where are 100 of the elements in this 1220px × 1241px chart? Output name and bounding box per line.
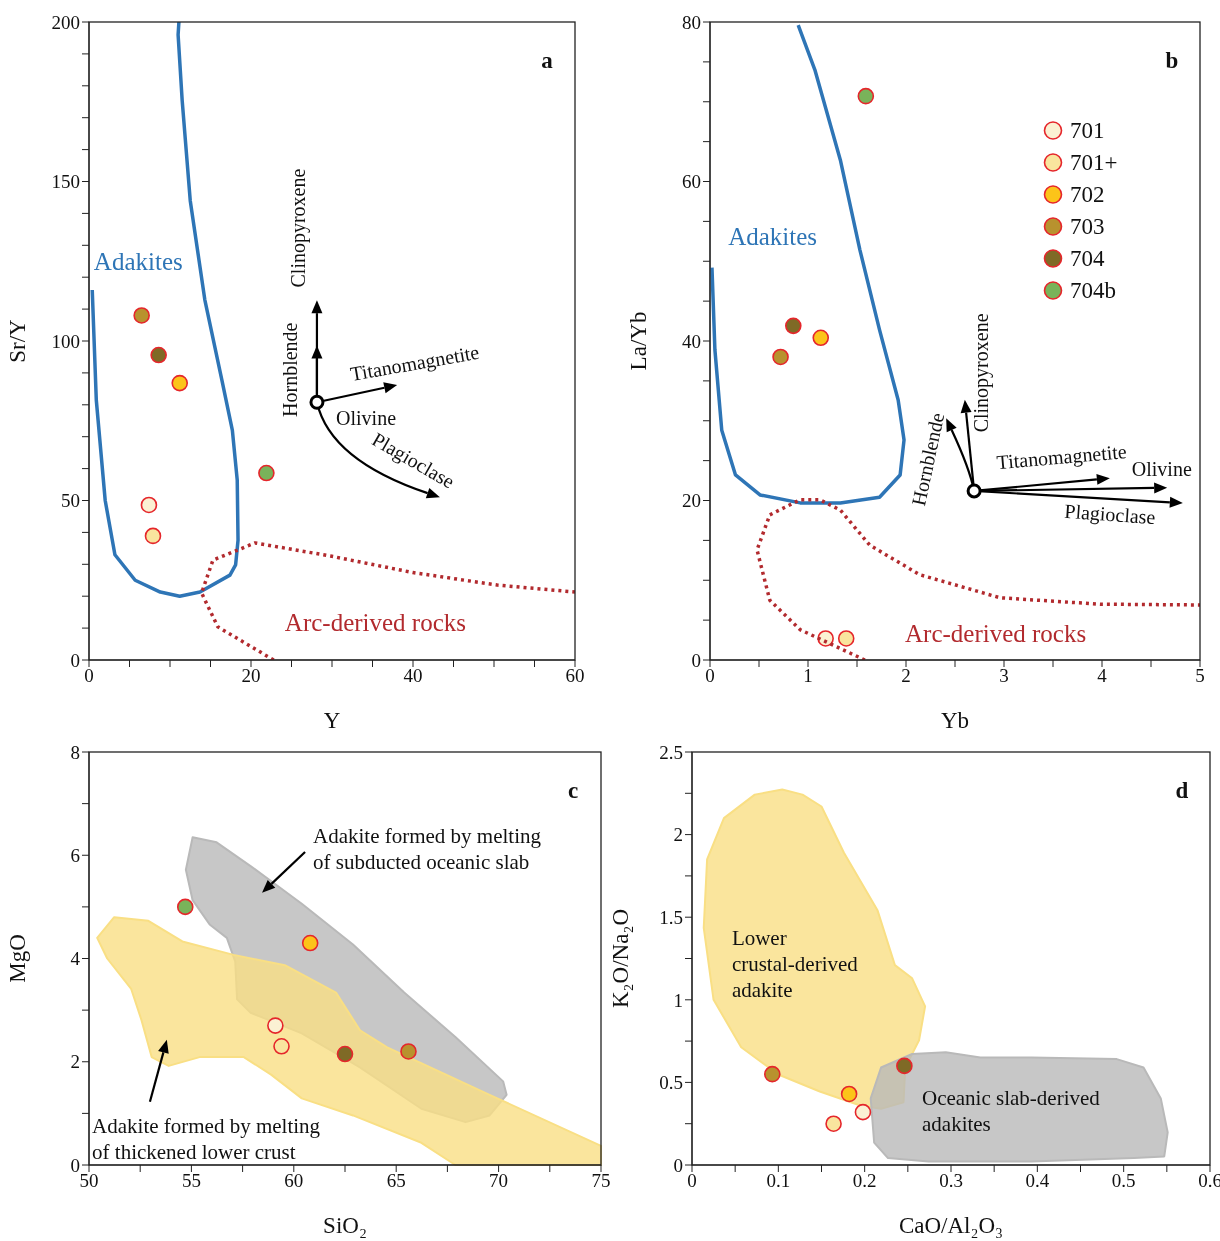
point [896, 1057, 913, 1075]
point [825, 1115, 842, 1132]
x-tick-label: 55 [181, 1170, 201, 1192]
x-tick-label: 0.2 [852, 1170, 877, 1192]
legend-label: 704b [1070, 278, 1116, 304]
y-tick-label: 200 [51, 11, 80, 33]
y-tick-label: 0 [673, 1154, 683, 1176]
series-label: Oceanic slab-derived adakites [921, 1086, 1101, 1137]
x-tick-label: 0 [705, 665, 715, 687]
point [785, 317, 802, 335]
text: a [541, 48, 554, 73]
x-axis-title: SiO₂ [323, 1213, 367, 1238]
point [763, 1065, 781, 1083]
x-tick-label: 75 [591, 1170, 611, 1192]
legend-label: 701+ [1070, 150, 1118, 176]
x-tick-label: 3 [999, 665, 1009, 687]
point [258, 464, 275, 482]
y-axis-title: K₂O/Na₂O [608, 908, 634, 1009]
annotation: Titanomagnetite [995, 439, 1128, 475]
x-tick-label: 5 [1195, 665, 1205, 687]
y-tick-label: 100 [51, 330, 80, 352]
line-series [199, 541, 575, 660]
x-axis-title: Y [323, 708, 341, 733]
series-label: Lower crustal-derived adakite [731, 925, 859, 1002]
y-tick-label: 2 [673, 824, 683, 846]
y-axis-title: MgO [5, 934, 31, 983]
y-tick-label: 150 [51, 171, 80, 193]
x-tick-label: 4 [1097, 665, 1108, 687]
legend-label: 703 [1070, 214, 1105, 240]
y-tick-label: 0.5 [659, 1072, 683, 1094]
x-tick-label: 2 [901, 665, 911, 687]
annotation: Olivine [336, 407, 397, 430]
series-label: Arc-derived rocks [284, 609, 467, 637]
x-tick-label: 60 [284, 1170, 304, 1192]
x-tick-label: 0 [84, 665, 94, 687]
x-axis-title: Yb [940, 708, 970, 733]
y-tick-label: 0 [691, 649, 701, 671]
point [267, 1017, 284, 1034]
point [400, 1043, 417, 1060]
y-axis-title: Sr/Y [5, 318, 31, 363]
y-tick-label: 1.5 [659, 906, 683, 928]
x-tick-label: 0.3 [939, 1170, 963, 1192]
x-tick-label: 65 [386, 1170, 406, 1192]
point [857, 87, 875, 105]
text: b [1165, 48, 1179, 73]
point [854, 1103, 872, 1121]
x-tick-label: 70 [489, 1170, 509, 1192]
point [176, 898, 194, 916]
x-tick-label: 0.5 [1111, 1170, 1136, 1192]
x-tick-label: 60 [565, 665, 585, 687]
point [301, 934, 319, 952]
x-tick-label: 1 [803, 665, 813, 687]
line-series [90, 22, 240, 598]
point [812, 329, 830, 347]
legend-label: 704 [1070, 246, 1105, 272]
series-label: Adakite formed by melting of thickened lower crust [92, 1113, 321, 1164]
x-tick-label: 40 [403, 665, 423, 687]
y-tick-label: 2.5 [659, 741, 683, 763]
annotation: Olivine [1131, 457, 1192, 480]
x-tick-label: 0.4 [1025, 1170, 1050, 1192]
x-tick-label: 20 [241, 665, 261, 687]
point [772, 348, 789, 366]
legend-label: 702 [1070, 182, 1105, 208]
y-tick-label: 1 [673, 989, 683, 1011]
point [171, 374, 189, 392]
annotation: Clinopyroxene [286, 168, 310, 288]
point [150, 346, 167, 364]
series-label: Adakites [728, 223, 818, 251]
x-axis-title: CaO/Al₂O₃ [898, 1213, 1004, 1238]
y-tick-label: 20 [682, 490, 701, 512]
point [840, 1085, 858, 1103]
x-tick-label: 0.1 [766, 1170, 791, 1192]
line-series [710, 23, 906, 505]
y-tick-label: 2 [70, 1051, 80, 1073]
y-tick-label: 4 [70, 948, 81, 970]
y-tick-label: 60 [682, 171, 701, 193]
point [140, 496, 158, 514]
y-tick-label: 0 [70, 649, 80, 671]
text: c [567, 778, 579, 803]
y-tick-label: 40 [682, 330, 701, 352]
y-tick-label: 50 [61, 490, 80, 512]
annotation: Hornblende [907, 410, 949, 508]
text: d [1175, 778, 1189, 803]
annotation: Plagioclase [1063, 499, 1157, 530]
y-tick-label: 8 [70, 741, 80, 763]
series-label: Arc-derived rocks [905, 620, 1087, 648]
annotation: Hornblende [278, 322, 301, 417]
y-tick-label: 80 [682, 11, 701, 33]
y-tick-label: 0 [70, 1154, 80, 1176]
point [837, 630, 855, 647]
point [144, 527, 162, 545]
y-axis-title: La/Yb [626, 311, 652, 371]
annotation: Titanomagnetite [348, 340, 482, 387]
series-label: Adakite formed by melting of subducted oceanic slab [313, 823, 542, 874]
annotation: Clinopyroxene [969, 313, 993, 433]
legend-label: 701 [1070, 118, 1105, 144]
y-tick-label: 6 [70, 844, 80, 866]
series-label: Adakites [93, 248, 183, 276]
point [336, 1045, 354, 1063]
point [133, 307, 150, 324]
